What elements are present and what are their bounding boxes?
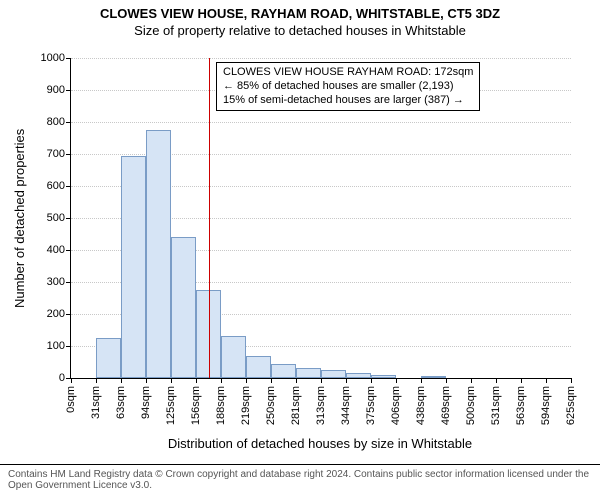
x-tick-label: 375sqm — [365, 386, 377, 425]
x-tick — [446, 378, 447, 383]
x-tick — [221, 378, 222, 383]
y-tick-label: 400 — [47, 244, 71, 256]
x-tick — [271, 378, 272, 383]
histogram-bar — [246, 356, 271, 378]
y-tick-label: 0 — [59, 372, 71, 384]
x-axis-label: Distribution of detached houses by size … — [70, 436, 570, 451]
x-tick — [321, 378, 322, 383]
histogram-bar — [371, 375, 396, 378]
x-tick-label: 313sqm — [315, 386, 327, 425]
chart-title: CLOWES VIEW HOUSE, RAYHAM ROAD, WHITSTAB… — [0, 0, 600, 21]
x-tick-label: 531sqm — [490, 386, 502, 425]
x-tick-label: 188sqm — [215, 386, 227, 425]
histogram-bar — [171, 237, 196, 378]
x-tick — [121, 378, 122, 383]
histogram-bar — [121, 156, 146, 378]
x-tick-label: 250sqm — [265, 386, 277, 425]
histogram-bar — [96, 338, 121, 378]
x-tick — [146, 378, 147, 383]
x-tick — [346, 378, 347, 383]
y-tick-label: 800 — [47, 116, 71, 128]
x-tick-label: 625sqm — [565, 386, 577, 425]
y-tick-label: 200 — [47, 308, 71, 320]
x-tick-label: 500sqm — [465, 386, 477, 425]
histogram-bar — [296, 368, 321, 378]
gridline — [71, 58, 571, 59]
y-tick-label: 500 — [47, 212, 71, 224]
x-tick-label: 438sqm — [415, 386, 427, 425]
x-tick — [421, 378, 422, 383]
annotation-box: CLOWES VIEW HOUSE RAYHAM ROAD: 172sqm← 8… — [216, 62, 480, 111]
y-tick-label: 1000 — [41, 52, 71, 64]
x-tick-label: 31sqm — [90, 386, 102, 419]
y-tick-label: 300 — [47, 276, 71, 288]
plot-area: 010020030040050060070080090010000sqm31sq… — [70, 58, 571, 379]
x-tick-label: 281sqm — [290, 386, 302, 425]
x-tick — [171, 378, 172, 383]
gridline — [71, 122, 571, 123]
y-tick-label: 900 — [47, 84, 71, 96]
x-tick-label: 469sqm — [440, 386, 452, 425]
x-tick — [571, 378, 572, 383]
histogram-bar — [146, 130, 171, 378]
y-tick-label: 600 — [47, 180, 71, 192]
footer-attribution: Contains HM Land Registry data © Crown c… — [0, 464, 600, 495]
x-tick-label: 156sqm — [190, 386, 202, 425]
x-tick — [71, 378, 72, 383]
x-tick — [396, 378, 397, 383]
x-tick-label: 94sqm — [140, 386, 152, 419]
annotation-line: CLOWES VIEW HOUSE RAYHAM ROAD: 172sqm — [223, 66, 473, 80]
histogram-bar — [321, 370, 346, 378]
x-tick — [371, 378, 372, 383]
y-axis-label: Number of detached properties — [12, 129, 27, 308]
annotation-line: 15% of semi-detached houses are larger (… — [223, 94, 473, 108]
y-tick-label: 100 — [47, 340, 71, 352]
annotation-line: ← 85% of detached houses are smaller (2,… — [223, 80, 473, 94]
x-tick-label: 406sqm — [390, 386, 402, 425]
x-tick — [471, 378, 472, 383]
x-tick — [196, 378, 197, 383]
x-tick-label: 63sqm — [115, 386, 127, 419]
x-tick — [496, 378, 497, 383]
x-tick-label: 344sqm — [340, 386, 352, 425]
x-tick-label: 563sqm — [515, 386, 527, 425]
x-tick-label: 594sqm — [540, 386, 552, 425]
x-tick — [546, 378, 547, 383]
x-tick — [246, 378, 247, 383]
x-tick-label: 0sqm — [65, 386, 77, 413]
x-tick-label: 125sqm — [165, 386, 177, 425]
x-tick-label: 219sqm — [240, 386, 252, 425]
chart-subtitle: Size of property relative to detached ho… — [0, 21, 600, 38]
histogram-bar — [421, 376, 446, 378]
y-tick-label: 700 — [47, 148, 71, 160]
x-tick — [296, 378, 297, 383]
x-tick — [521, 378, 522, 383]
reference-line — [209, 58, 210, 378]
histogram-bar — [271, 364, 296, 378]
histogram-bar — [221, 336, 246, 378]
histogram-bar — [346, 373, 371, 378]
x-tick — [96, 378, 97, 383]
